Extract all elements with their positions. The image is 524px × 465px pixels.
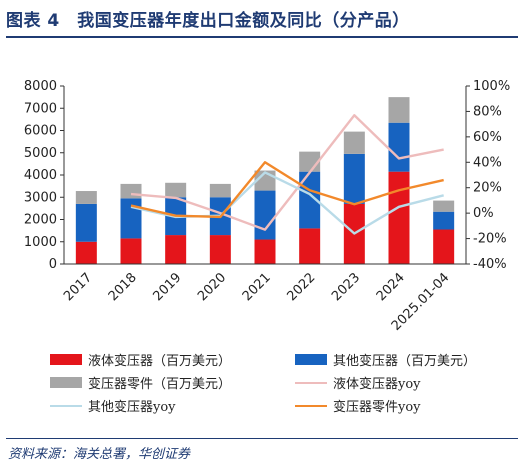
x-tick-label: 2020 [195, 270, 229, 304]
line-layer [130, 114, 444, 235]
legend-label-parts: 变压器零件（百万美元） [88, 377, 232, 392]
legend-label-other-yoy: 其他变压器yoy [88, 400, 176, 415]
y-tick-label-left: 2000 [24, 213, 57, 228]
legend-item-liquid: 液体变压器（百万美元） [50, 350, 231, 369]
y-tick-label-left: 1000 [24, 235, 57, 250]
line-liquid_yoy [130, 114, 444, 231]
y-tick-label-right: -40% [473, 257, 507, 272]
legend-swatch-other [295, 354, 327, 365]
x-tick-label: 2021 [240, 270, 274, 304]
bar-other [120, 198, 142, 239]
legend-swatch-liquid [50, 354, 82, 365]
bar-layer [75, 97, 455, 264]
bar-parts [388, 97, 410, 123]
x-tick-label: 2017 [61, 270, 95, 304]
legend-swatch-parts [50, 377, 82, 388]
bar-other [75, 203, 97, 242]
bar-liquid [209, 235, 231, 264]
y-tick-label-right: 60% [473, 130, 502, 145]
y-tick-label-right: 0% [473, 206, 494, 221]
x-axis: 2017 2018 2019 2020 2021 2022 2023 20242025.01-… [61, 263, 466, 334]
y-axis-left: 0 1000 2000 3000 4000 5000 6000 7000 8000 [24, 79, 65, 272]
bar-parts [75, 191, 97, 204]
y-tick-label-left: 5000 [24, 146, 57, 161]
y-tick-label-right: 20% [473, 181, 502, 196]
y-tick-label-left: 0 [49, 257, 57, 272]
y-tick-label-left: 6000 [24, 124, 57, 139]
bar-parts [120, 183, 142, 199]
x-tick-label: 2019 [150, 270, 184, 304]
legend-label-liquid: 液体变压器（百万美元） [88, 354, 232, 369]
bar-parts [343, 131, 365, 154]
legend-swatch-other-yoy [50, 404, 82, 407]
bar-parts [209, 183, 231, 198]
y-tick-label-left: 3000 [24, 190, 57, 205]
legend-swatch-liquid-yoy [295, 381, 327, 384]
y-tick-label-right: 100% [473, 79, 510, 94]
legend-item-liquid-yoy: 液体变压器yoy [295, 373, 421, 392]
bar-liquid [120, 238, 142, 264]
legend-item-other-yoy: 其他变压器yoy [50, 396, 176, 415]
bar-other [254, 190, 276, 240]
bar-other [343, 153, 365, 204]
source-divider [6, 438, 518, 439]
bar-liquid [165, 235, 187, 264]
y-tick-label-left: 4000 [24, 168, 57, 183]
bar-other [388, 122, 410, 172]
bar-liquid [299, 228, 321, 264]
x-tick-label: 2022 [284, 270, 318, 304]
bar-liquid [388, 171, 410, 264]
bar-other [433, 211, 455, 230]
bar-liquid [433, 229, 455, 264]
y-tick-label-right: -20% [473, 232, 507, 247]
x-tick-label: 2024 [374, 270, 408, 304]
legend-item-parts: 变压器零件（百万美元） [50, 373, 231, 392]
y-tick-label-left: 8000 [24, 79, 57, 94]
legend-label-other: 其他变压器（百万美元） [333, 354, 477, 369]
y-tick-label-right: 40% [473, 155, 502, 170]
chart-title: 图表 4 我国变压器年度出口金额及同比（分产品） [6, 11, 410, 31]
title-divider [6, 36, 518, 38]
legend-item-parts-yoy: 变压器零件yoy [295, 396, 421, 415]
bar-liquid [254, 239, 276, 264]
legend-swatch-parts-yoy [295, 404, 327, 407]
bar-liquid [75, 241, 97, 264]
legend-item-other: 其他变压器（百万美元） [295, 350, 476, 369]
y-axis-right: -40% -20% 0% 20% 40% 60% 80% 100% [465, 79, 510, 272]
bar-parts [433, 200, 455, 212]
x-tick-label: 2018 [106, 270, 140, 304]
legend-label-liquid-yoy: 液体变压器yoy [333, 377, 421, 392]
y-tick-label-right: 80% [473, 104, 502, 119]
source-note: 资料来源：海关总署，华创证券 [8, 447, 191, 462]
chart-svg: 0 1000 2000 3000 4000 5000 6000 7000 8000 -40% -2… [24, 79, 510, 334]
line-parts_yoy [130, 161, 444, 219]
y-tick-label-left: 7000 [24, 101, 57, 116]
bar-parts [165, 182, 187, 198]
legend-label-parts-yoy: 变压器零件yoy [333, 400, 421, 415]
x-tick-label: 2023 [329, 270, 363, 304]
